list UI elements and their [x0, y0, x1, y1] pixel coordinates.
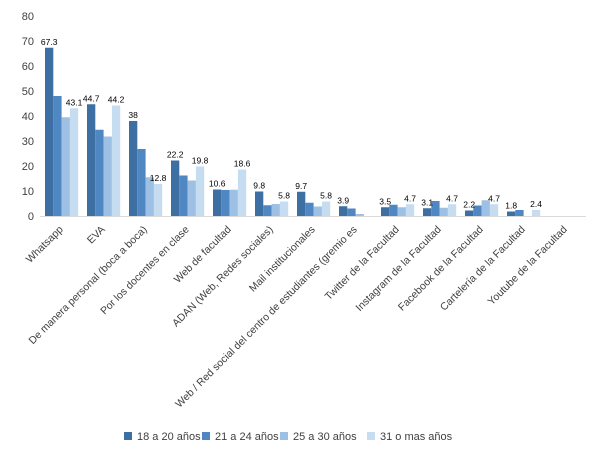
y-tick-label: 30	[22, 136, 34, 148]
bar	[339, 206, 348, 216]
data-label: 3.9	[337, 195, 349, 205]
bar	[237, 169, 247, 216]
data-label: 10.6	[209, 179, 226, 189]
bar	[255, 191, 264, 216]
bar	[481, 200, 490, 216]
bar	[145, 177, 154, 216]
bar	[195, 166, 205, 216]
bar	[489, 204, 499, 216]
bar	[103, 136, 112, 216]
data-label: 3.5	[379, 196, 391, 206]
x-category-label: Youtube de la Facultad	[486, 224, 570, 308]
bar	[69, 108, 79, 216]
data-label: 3.1	[421, 197, 433, 207]
bar	[179, 175, 188, 216]
bar	[397, 207, 406, 216]
bar	[187, 180, 196, 216]
x-category-label: Cartelería de la Facultad	[438, 224, 528, 314]
x-category-label: Whatsapp	[24, 224, 66, 266]
data-label: 4.7	[404, 193, 416, 203]
x-category-label: Facebook de la Facultad	[396, 224, 486, 314]
y-tick-label: 70	[22, 36, 34, 48]
data-labels-group: 67.3 43.1 44.7 44.238 12.8 22.2 19.8 10.6 18.6 9.…	[41, 37, 542, 211]
bar	[221, 190, 230, 216]
y-tick-label: 20	[22, 161, 34, 173]
bar	[465, 210, 474, 216]
bar	[297, 191, 306, 216]
y-tick-label: 0	[28, 211, 34, 223]
legend-swatch	[124, 432, 132, 440]
bar	[279, 201, 289, 216]
legend-label: 21 a 24 años	[215, 431, 279, 443]
bar	[87, 104, 96, 216]
bar	[531, 210, 541, 216]
data-label: 4.7	[488, 193, 500, 203]
bars-group	[45, 47, 541, 216]
legend-swatch	[280, 432, 288, 440]
data-label: 22.2	[167, 150, 184, 160]
legend-swatch	[367, 432, 375, 440]
legend: 18 a 20 años 21 a 24 años 25 a 30 años 31 o…	[124, 431, 453, 443]
legend-label: 18 a 20 años	[137, 431, 201, 443]
bar	[129, 121, 138, 216]
x-category-label: Twitter de la Facultad	[323, 224, 402, 303]
bar	[439, 207, 448, 216]
bar	[381, 207, 390, 216]
bar	[153, 184, 163, 216]
bar	[213, 189, 222, 216]
bar	[347, 208, 356, 216]
bar	[53, 96, 62, 216]
data-label: 2.4	[530, 199, 542, 209]
bar	[389, 204, 398, 216]
y-tick-label: 40	[22, 111, 34, 123]
data-label: 18.6	[234, 159, 251, 169]
data-label: 38	[128, 110, 138, 120]
bar	[515, 210, 524, 216]
data-label: 19.8	[192, 156, 209, 166]
bar	[111, 105, 121, 216]
data-label: 2.2	[463, 200, 475, 210]
bar	[473, 205, 482, 216]
bar	[355, 214, 364, 216]
data-label: 44.7	[83, 93, 100, 103]
bar	[507, 211, 516, 216]
bar	[61, 117, 70, 216]
bar	[95, 129, 104, 216]
bar	[447, 204, 457, 216]
bar	[321, 201, 331, 216]
bar	[405, 204, 415, 216]
y-axis: 0 10 20 30 40 50 60 70 80	[22, 11, 34, 223]
bar	[229, 189, 238, 216]
x-category-label: EVA	[85, 224, 108, 247]
data-label: 9.8	[253, 181, 265, 191]
data-label: 5.8	[278, 191, 290, 201]
bar	[423, 208, 432, 216]
y-tick-label: 80	[22, 11, 34, 23]
y-tick-label: 50	[22, 86, 34, 98]
data-label: 43.1	[66, 97, 83, 107]
data-label: 5.8	[320, 191, 332, 201]
data-label: 67.3	[41, 37, 58, 47]
data-label: 4.7	[446, 193, 458, 203]
bar	[271, 204, 280, 216]
bar	[171, 160, 180, 216]
x-category-label: Instagram de la Facultad	[354, 224, 444, 314]
bar	[305, 202, 314, 216]
bar	[45, 47, 54, 216]
legend-label: 25 a 30 años	[293, 431, 357, 443]
data-label: 1.8	[505, 201, 517, 211]
data-label: 9.7	[295, 181, 307, 191]
y-tick-label: 10	[22, 186, 34, 198]
legend-swatch	[202, 432, 210, 440]
bar	[313, 206, 322, 216]
bar	[137, 149, 146, 216]
data-label: 12.8	[150, 173, 167, 183]
bar	[431, 201, 440, 216]
y-tick-label: 60	[22, 61, 34, 73]
bar	[263, 205, 272, 216]
legend-label: 31 o mas años	[380, 431, 453, 443]
data-label: 44.2	[108, 95, 125, 105]
